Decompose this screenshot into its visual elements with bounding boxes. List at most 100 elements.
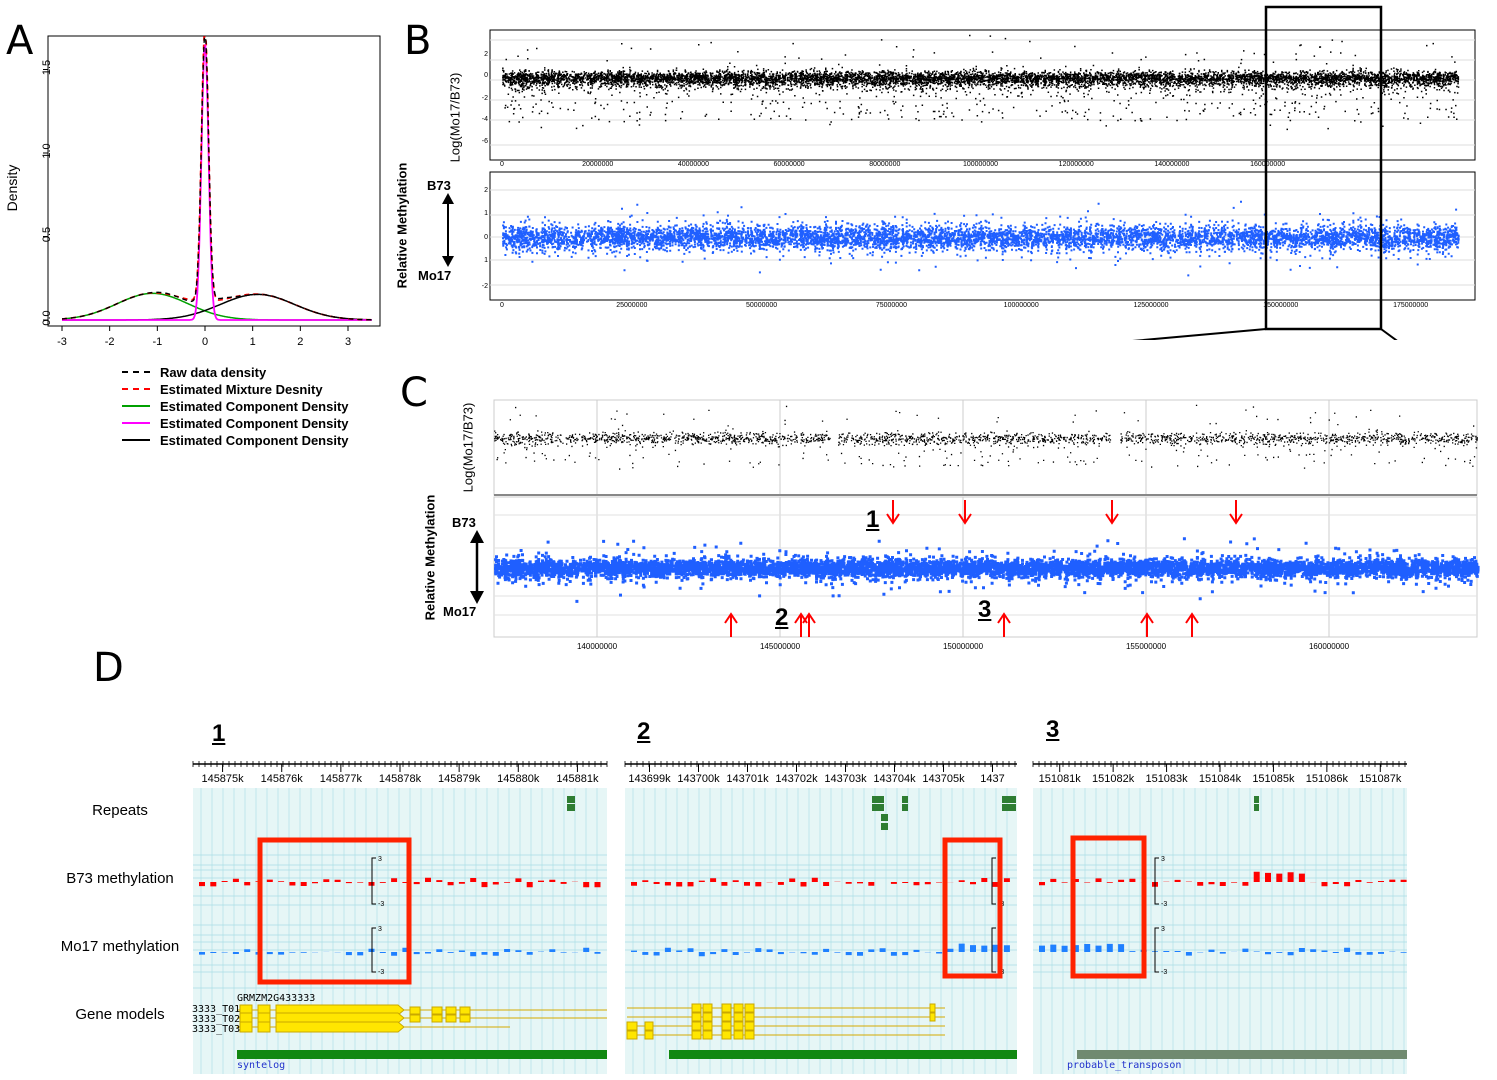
- track-background: [1033, 752, 1407, 1074]
- panel-label-b: B: [404, 18, 432, 64]
- scale-bracket: [371, 927, 376, 973]
- panel-b-bottom-ytick: 2: [484, 187, 488, 194]
- exon: [733, 1012, 744, 1022]
- scale-bottom: -3: [1161, 969, 1167, 976]
- gene-id-label: GRMZM2G433333: [237, 993, 316, 1004]
- panel-b-top-ytick: 2: [484, 51, 488, 58]
- scale-bracket: [991, 857, 996, 905]
- b73-bars: [1039, 871, 1407, 887]
- panel-b-bottom-ytick: 1: [484, 210, 488, 217]
- ruler-label: 143701k: [726, 773, 769, 785]
- panel-a-frame: [47, 35, 381, 327]
- panel-b-top-xtick: 100000000: [963, 161, 998, 168]
- scale-top: 3: [378, 856, 382, 863]
- panel-c-xtick: 150000000: [943, 642, 984, 651]
- ruler-label: 151086k: [1306, 773, 1349, 785]
- exon: [257, 1021, 271, 1033]
- utr: [409, 1014, 421, 1023]
- panel-b-bottom-ytick: 1: [484, 257, 488, 264]
- ruler-label: 151082k: [1092, 773, 1135, 785]
- ruler-label: 145877k: [320, 773, 363, 785]
- exon: [702, 1030, 713, 1040]
- repeat-block: [567, 804, 575, 811]
- legend-entry: Estimated Component Density: [122, 398, 349, 414]
- exon: [691, 1030, 702, 1040]
- scale-bracket: [1154, 927, 1159, 973]
- ruler-label: 151085k: [1252, 773, 1295, 785]
- zoom-box: [1264, 5, 1383, 331]
- repeat-block: [567, 796, 575, 803]
- panel-b-top-frame: [489, 29, 1476, 161]
- ruler-label: 145876k: [261, 773, 304, 785]
- panel-b-bottom-xtick: 25000000: [616, 302, 647, 309]
- legend-swatch: [122, 422, 150, 424]
- highlight-box: [1070, 835, 1147, 979]
- panel-d-num-3: 3: [1046, 716, 1060, 743]
- track-label-b73: B73 methylation: [66, 870, 174, 887]
- red-arrow-down-head: [1229, 513, 1243, 525]
- repeat-block: [872, 804, 884, 811]
- panel-b-b73-label: B73: [427, 178, 451, 193]
- feature-label-3: probable_transposon: [1067, 1060, 1182, 1071]
- ruler-label: 143700k: [677, 773, 720, 785]
- panel-c-mo17-label: Mo17: [443, 604, 477, 619]
- panel-b-top-xtick: 140000000: [1154, 161, 1189, 168]
- exon: [733, 1021, 744, 1031]
- panel-b-bottom-xtick: 100000000: [1004, 302, 1039, 309]
- panel-b-top-scatter: [502, 34, 1460, 131]
- scale-bottom: -3: [378, 969, 384, 976]
- panel-c-marker-2: 2: [775, 604, 789, 631]
- panel-b-top-xtick: 60000000: [774, 161, 805, 168]
- mo17-bars: [199, 947, 601, 957]
- scale-top: 3: [378, 926, 382, 933]
- feature-bar: [669, 1050, 1017, 1059]
- utr: [409, 1006, 421, 1015]
- panel-a-xtick-label: -1: [152, 336, 162, 348]
- ruler-label: 145880k: [497, 773, 540, 785]
- legend-entry: Estimated Component Density: [122, 432, 349, 448]
- panel-c-xtick: 145000000: [760, 642, 801, 651]
- panel-c-red-arrows: [724, 500, 1243, 637]
- panel-b-top-ytick: -6: [482, 138, 488, 145]
- panel-b-bottom-xtick: 175000000: [1393, 302, 1428, 309]
- scale-bracket: [1154, 857, 1159, 905]
- ruler-label: 143704k: [873, 773, 916, 785]
- red-arrow-up-head: [1185, 612, 1199, 624]
- legend-label: Raw data density: [160, 364, 267, 380]
- panel-b-top-xtick: 160000000: [1250, 161, 1285, 168]
- browser-subpanel-1: 145875k 145876k 145877k 145878k 145879k 14588…: [192, 752, 608, 1074]
- exon: [744, 1021, 755, 1031]
- exon: [239, 1021, 253, 1033]
- panel-c-top-frame: [493, 399, 1478, 496]
- panel-b-top-xtick: 120000000: [1059, 161, 1094, 168]
- utr: [445, 1006, 457, 1015]
- red-arrow-down-head: [1105, 513, 1119, 525]
- panel-c-marker-1: 1: [866, 506, 880, 533]
- panel-a-xtick-label: 0: [202, 336, 208, 348]
- scale-top: 3: [1161, 926, 1165, 933]
- panel-a-xtick-label: 1: [250, 336, 256, 348]
- exon: [644, 1030, 654, 1040]
- ruler-label: 145881k: [556, 773, 599, 785]
- legend-label: Estimated Component Density: [160, 432, 349, 448]
- ruler-label: 151083k: [1145, 773, 1188, 785]
- red-arrow-up-head: [1140, 612, 1154, 624]
- panel-a-yticks: 0.0 0.5 1.0 1.5: [41, 60, 53, 326]
- exon: [702, 1012, 713, 1022]
- repeat-block: [881, 814, 888, 821]
- ruler-label: 143703k: [824, 773, 867, 785]
- panel-b-top-xtick: 40000000: [678, 161, 709, 168]
- scale-bracket: [991, 927, 996, 973]
- panel-b-bottom-xtick: 50000000: [746, 302, 777, 309]
- legend-swatch: [122, 388, 150, 390]
- scale-top: 3: [1161, 856, 1165, 863]
- legend-swatch: [122, 439, 150, 441]
- panel-b-top-xtick: 0: [500, 161, 504, 168]
- feature-bar: [237, 1050, 607, 1059]
- panel-b-mo17-label: Mo17: [418, 268, 452, 283]
- panel-c-bottom-core: [494, 550, 1480, 584]
- red-arrow-up-head: [724, 612, 738, 624]
- transcript-2: 3333_T02: [192, 1014, 241, 1025]
- panel-a-ytick-label: 0.5: [41, 227, 53, 242]
- repeat-block: [881, 823, 888, 830]
